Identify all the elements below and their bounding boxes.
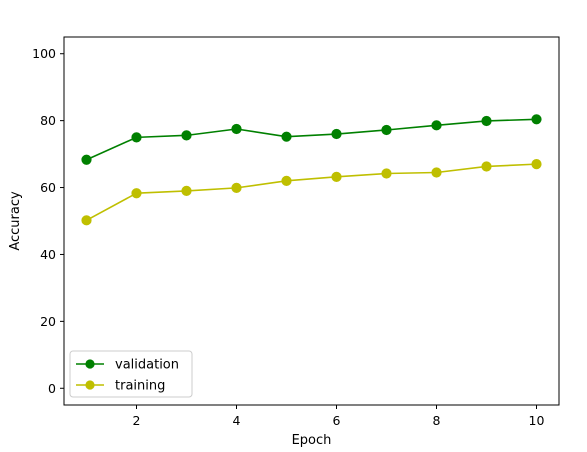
y-axis-label: Accuracy xyxy=(8,191,23,251)
legend-item-validation: validation xyxy=(76,358,179,373)
series-training xyxy=(81,159,542,226)
x-tick-label: 8 xyxy=(433,413,441,428)
data-point xyxy=(381,124,392,136)
data-point xyxy=(231,123,242,135)
series-line xyxy=(86,118,537,161)
data-point xyxy=(331,128,342,140)
data-point xyxy=(481,115,492,127)
legend-marker xyxy=(85,380,95,390)
legend-item-training: training xyxy=(76,379,165,394)
data-point xyxy=(131,132,142,143)
data-point xyxy=(281,175,292,186)
series-validation xyxy=(81,114,542,165)
x-axis-ticks: 2 4 6 8 10 xyxy=(133,405,545,428)
y-tick-label: 60 xyxy=(40,180,56,195)
data-point xyxy=(531,159,542,170)
y-tick-label: 80 xyxy=(40,113,56,128)
y-tick-label: 40 xyxy=(40,247,56,262)
x-axis-label: Epoch xyxy=(292,433,332,448)
legend-label: training xyxy=(115,379,165,394)
y-tick-label: 20 xyxy=(40,314,56,329)
y-axis-ticks: 0 20 40 60 80 100 xyxy=(32,46,64,396)
y-tick-label: 0 xyxy=(48,381,56,396)
y-tick-label: 100 xyxy=(32,46,56,61)
data-point xyxy=(81,154,92,165)
data-point xyxy=(181,185,192,196)
data-point xyxy=(431,120,442,131)
data-point xyxy=(281,131,292,142)
legend-marker xyxy=(85,359,95,369)
data-point xyxy=(431,167,442,178)
data-point xyxy=(331,171,342,182)
x-tick-label: 10 xyxy=(529,413,545,428)
x-tick-label: 2 xyxy=(133,413,141,428)
x-tick-label: 4 xyxy=(233,413,241,428)
data-point xyxy=(481,161,492,172)
data-point xyxy=(181,130,192,141)
legend: validation training xyxy=(69,350,193,398)
plot-frame xyxy=(63,36,560,406)
series-layer xyxy=(81,114,542,226)
data-point xyxy=(381,168,392,179)
data-point xyxy=(531,114,542,125)
plot-area xyxy=(64,37,559,405)
legend-label: validation xyxy=(115,358,179,373)
data-point xyxy=(81,215,92,226)
data-point xyxy=(231,182,242,193)
x-tick-label: 6 xyxy=(333,413,341,428)
series-line xyxy=(86,163,537,222)
data-point xyxy=(131,188,142,199)
